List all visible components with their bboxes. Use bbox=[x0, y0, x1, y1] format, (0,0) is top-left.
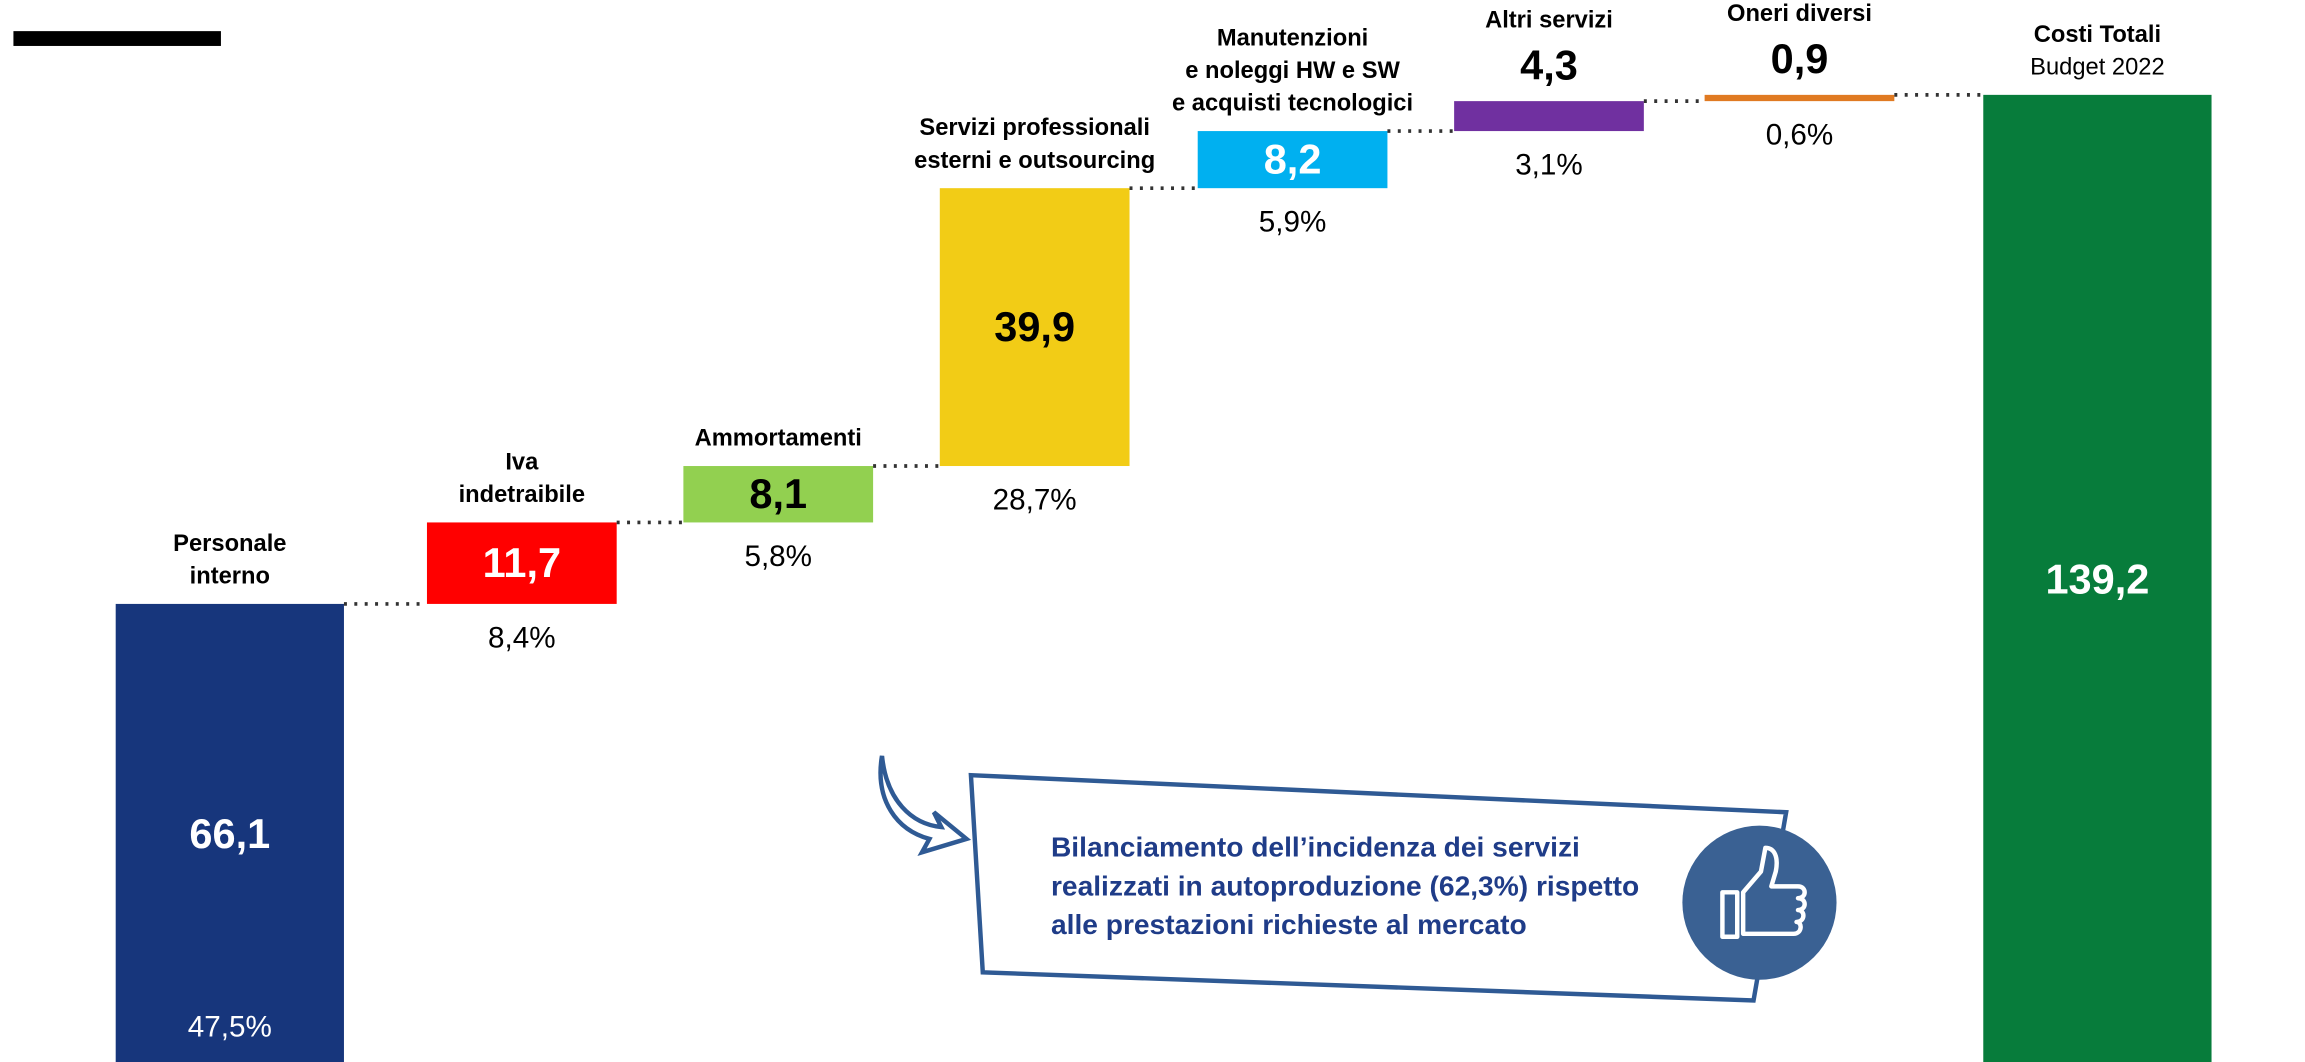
share-label: 0,6% bbox=[1766, 119, 1834, 152]
category-label: esterni e outsourcing bbox=[914, 148, 1155, 174]
value-label: 11,7 bbox=[483, 539, 561, 586]
value-label: 66,1 bbox=[189, 810, 270, 857]
share-label: 47,5% bbox=[188, 1010, 272, 1043]
bar bbox=[426, 522, 617, 604]
category-label: e acquisti tecnologici bbox=[1172, 91, 1413, 117]
category-label: e noleggi HW e SW bbox=[1185, 58, 1400, 84]
bar bbox=[115, 603, 344, 1062]
category-label: Personale bbox=[173, 531, 286, 557]
value-label: 8,2 bbox=[1264, 136, 1322, 183]
arrow-icon bbox=[878, 755, 972, 856]
share-label: 5,9% bbox=[1259, 206, 1327, 239]
annotation-text: realizzati in autoproduzione (62,3%) ris… bbox=[1051, 870, 1639, 901]
annotation-text: alle prestazioni richieste al mercato bbox=[1051, 909, 1527, 940]
category-label: Costi Totali bbox=[2034, 22, 2161, 48]
share-label: 8,4% bbox=[488, 621, 556, 654]
category-label: interno bbox=[190, 564, 270, 590]
annotation-box bbox=[968, 772, 1789, 1003]
category-label: Oneri diversi bbox=[1727, 1, 1872, 27]
bar bbox=[1704, 94, 1895, 102]
bar bbox=[1454, 101, 1644, 132]
category-label: Altri servizi bbox=[1485, 7, 1613, 33]
category-label: Iva bbox=[505, 449, 539, 475]
thumb-circle bbox=[1682, 825, 1837, 980]
value-label: 39,9 bbox=[994, 303, 1075, 350]
value-label: 0,9 bbox=[1771, 35, 1829, 82]
category-label: Manutenzioni bbox=[1217, 25, 1368, 51]
thumb-icon bbox=[1720, 845, 1807, 939]
category-label: indetraibile bbox=[459, 482, 585, 508]
value-label: 4,3 bbox=[1520, 41, 1578, 88]
bar bbox=[683, 466, 874, 523]
category-label: Servizi professionali bbox=[919, 115, 1150, 141]
bar bbox=[1983, 94, 2212, 1062]
redacted-logo bbox=[13, 31, 221, 46]
bar bbox=[939, 188, 1130, 467]
value-label: 139,2 bbox=[2045, 555, 2149, 602]
bar bbox=[1197, 131, 1388, 189]
share-label: 28,7% bbox=[993, 483, 1077, 516]
annotation-text: Bilanciamento dell’incidenza dei servizi bbox=[1051, 832, 1580, 863]
share-label: 5,8% bbox=[744, 540, 812, 573]
category-label: Budget 2022 bbox=[2030, 54, 2164, 80]
category-label: Ammortamenti bbox=[695, 426, 862, 452]
value-label: 8,1 bbox=[749, 470, 807, 517]
share-label: 3,1% bbox=[1515, 148, 1583, 181]
